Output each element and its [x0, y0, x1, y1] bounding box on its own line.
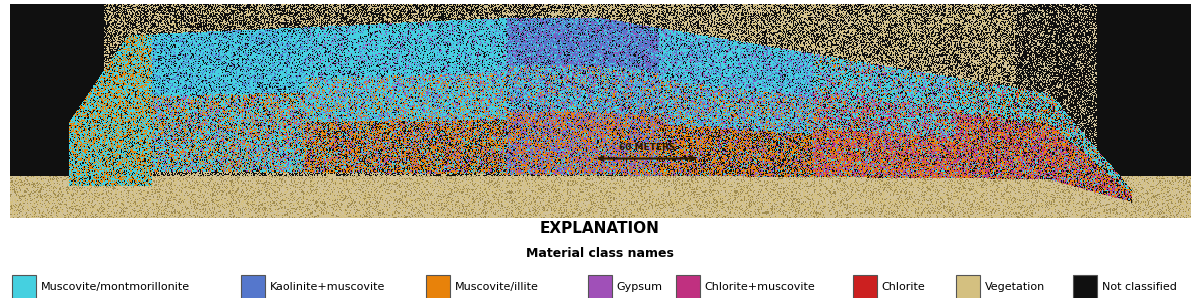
- Text: Vegetation: Vegetation: [984, 282, 1045, 292]
- Bar: [1073, 275, 1097, 298]
- Bar: [588, 275, 612, 298]
- Text: Material class names: Material class names: [526, 246, 674, 260]
- Text: Kaolinite+muscovite: Kaolinite+muscovite: [270, 282, 385, 292]
- Bar: [955, 275, 979, 298]
- Text: Chlorite: Chlorite: [882, 282, 925, 292]
- Bar: [676, 275, 700, 298]
- Bar: [853, 275, 877, 298]
- Text: Chlorite+muscovite: Chlorite+muscovite: [704, 282, 815, 292]
- Text: 60 METERS: 60 METERS: [619, 143, 676, 152]
- Text: Muscovite/illite: Muscovite/illite: [455, 282, 539, 292]
- Bar: [426, 275, 450, 298]
- Text: Not classified: Not classified: [1102, 282, 1177, 292]
- Text: Muscovite/montmorillonite: Muscovite/montmorillonite: [41, 282, 190, 292]
- Bar: [12, 275, 36, 298]
- Text: Gypsum: Gypsum: [617, 282, 662, 292]
- Bar: [241, 275, 265, 298]
- Text: EXPLANATION: EXPLANATION: [540, 221, 660, 236]
